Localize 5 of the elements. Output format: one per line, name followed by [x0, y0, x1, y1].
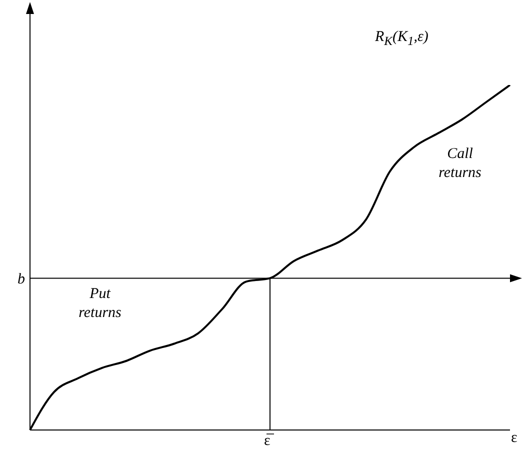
text: R$_{K}$(K$_{1}$,ε)	[375, 28, 428, 50]
annotation: Put returns	[78, 285, 122, 323]
annotation: Call returns	[438, 145, 482, 183]
x-axis-title: ε	[511, 430, 518, 447]
ref-line-label: b	[18, 272, 26, 288]
